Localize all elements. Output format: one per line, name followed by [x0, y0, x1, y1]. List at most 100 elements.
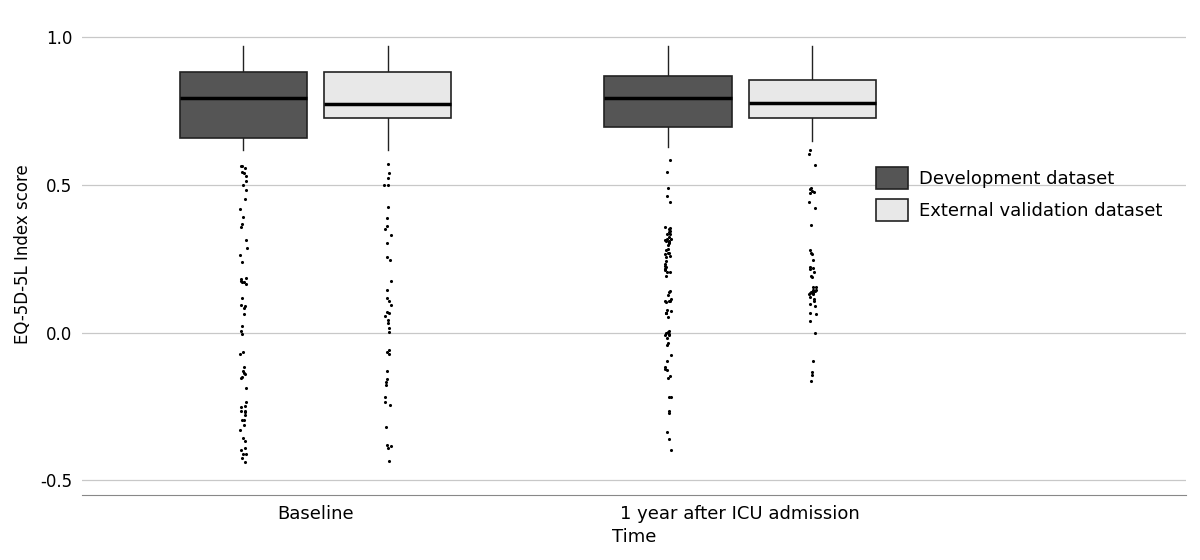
Point	[800, 265, 820, 274]
Point	[233, 162, 252, 171]
Point	[378, 203, 397, 212]
Point	[660, 239, 679, 248]
Point	[656, 262, 676, 270]
Point	[656, 236, 676, 245]
Point	[235, 421, 254, 430]
Point	[804, 296, 823, 305]
Point	[656, 329, 676, 338]
Point	[659, 392, 678, 401]
Point	[378, 374, 397, 383]
Point	[235, 410, 254, 419]
Point	[802, 287, 821, 296]
Point	[656, 256, 676, 265]
Point	[376, 380, 395, 389]
Point	[658, 235, 677, 244]
Point	[661, 156, 680, 165]
Point	[378, 308, 397, 317]
Point	[804, 356, 823, 365]
Point	[656, 263, 676, 272]
Point	[660, 230, 679, 239]
Point	[236, 279, 256, 288]
Point	[233, 453, 252, 462]
Point	[379, 181, 398, 190]
Point	[659, 313, 678, 322]
Point	[235, 444, 254, 452]
Point	[655, 250, 674, 259]
Point	[802, 248, 821, 257]
Point	[232, 293, 251, 302]
Point	[804, 268, 823, 277]
Point	[800, 245, 820, 254]
Point	[658, 334, 677, 343]
Point	[380, 350, 400, 359]
Point	[655, 265, 674, 274]
Point	[235, 278, 254, 287]
Point	[659, 237, 678, 246]
Point	[806, 282, 826, 291]
Point	[803, 286, 822, 295]
Point	[659, 244, 678, 253]
Point	[656, 253, 676, 262]
Point	[655, 265, 674, 274]
Point	[660, 227, 679, 236]
Point	[656, 272, 676, 281]
Point	[660, 372, 679, 381]
Point	[800, 221, 820, 230]
Point	[805, 329, 824, 338]
Point	[659, 374, 678, 383]
Bar	[180, 72, 307, 138]
Point	[235, 407, 254, 416]
Point	[659, 435, 678, 444]
Point	[661, 295, 680, 304]
Point	[377, 293, 396, 302]
Point	[376, 392, 395, 401]
Point	[655, 235, 674, 244]
Point	[656, 309, 676, 318]
Point	[658, 192, 677, 201]
Point	[234, 362, 253, 371]
Point	[234, 449, 253, 458]
Point	[235, 163, 254, 172]
Point	[661, 350, 680, 359]
Point	[230, 406, 250, 415]
Point	[659, 238, 678, 247]
Point	[803, 286, 822, 295]
Point	[658, 240, 677, 249]
Point	[658, 268, 677, 277]
Y-axis label: EQ-5D-5L Index score: EQ-5D-5L Index score	[14, 165, 32, 344]
Point	[238, 244, 257, 253]
Point	[806, 310, 826, 319]
Point	[234, 415, 253, 424]
Point	[799, 198, 818, 207]
Point	[380, 308, 400, 317]
Point	[655, 297, 674, 306]
Point	[655, 364, 674, 373]
Point	[236, 236, 256, 245]
Point	[236, 398, 256, 407]
Point	[230, 301, 250, 310]
Point	[655, 259, 674, 268]
Point	[803, 272, 822, 281]
Point	[659, 409, 678, 418]
Point	[656, 245, 676, 254]
Point	[377, 221, 396, 230]
Point	[380, 400, 400, 409]
Bar	[605, 77, 732, 128]
Point	[382, 277, 401, 286]
Point	[236, 185, 256, 194]
Point	[804, 264, 823, 273]
Point	[800, 189, 820, 198]
Point	[235, 302, 254, 311]
Point	[236, 436, 256, 445]
Point	[377, 378, 396, 387]
Point	[233, 415, 252, 424]
Point	[660, 232, 679, 241]
Point	[803, 288, 822, 297]
Point	[802, 184, 821, 193]
Point	[661, 234, 680, 243]
Point	[233, 329, 252, 338]
Point	[799, 290, 818, 298]
Point	[659, 328, 678, 337]
Point	[806, 301, 826, 310]
Point	[658, 306, 677, 315]
